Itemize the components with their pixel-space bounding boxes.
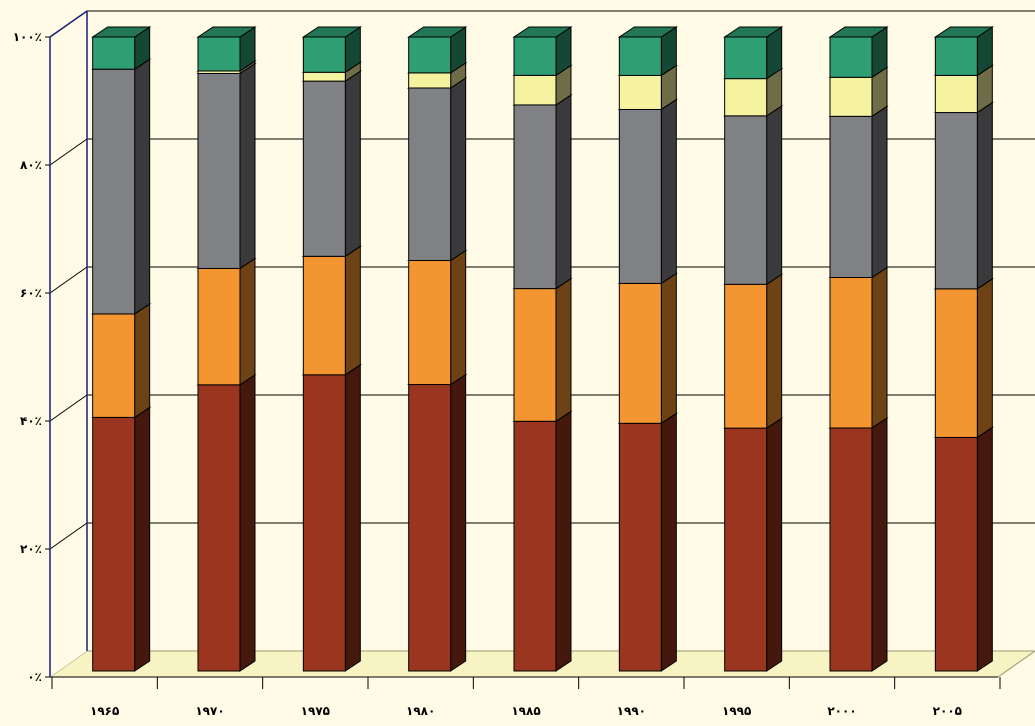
- gridline-depth: [49, 266, 88, 294]
- bar-segment: [723, 273, 784, 430]
- bar-segment: [196, 26, 257, 72]
- bar-segment: [723, 104, 784, 286]
- bar-segment: [723, 26, 784, 80]
- x-tick-label: ۱۹۶۵: [90, 704, 119, 718]
- bar-segment: [828, 26, 889, 79]
- y-tick-label: ۸۰٪: [20, 158, 42, 172]
- bar-segment: [407, 77, 468, 262]
- bar-segment: [723, 417, 784, 672]
- bar-segment: [617, 26, 678, 77]
- bar-segment: [512, 410, 573, 672]
- x-tick-label: ۲۰۰۵: [933, 704, 962, 718]
- bar-segment: [933, 26, 994, 77]
- bar-segment: [828, 266, 889, 429]
- bar-segment: [91, 406, 152, 672]
- bar-segment: [828, 417, 889, 672]
- bar-segment: [512, 26, 573, 77]
- bar-segment: [301, 363, 362, 672]
- bar-segment: [91, 58, 152, 315]
- x-tick-label: ۱۹۷۵: [301, 704, 330, 718]
- bar-segment: [301, 245, 362, 376]
- bar-segment: [407, 26, 468, 74]
- x-tick-label: ۱۹۹۵: [722, 704, 751, 718]
- bar-segment: [617, 98, 678, 285]
- x-tick-label: ۱۹۹۰: [617, 704, 646, 718]
- bar-segment: [933, 426, 994, 672]
- bar-segment: [196, 62, 257, 270]
- bar-segment: [617, 412, 678, 672]
- bar-segment: [196, 373, 257, 672]
- bar-segment: [301, 70, 362, 258]
- gridline-depth: [49, 394, 88, 422]
- bar-segment: [828, 105, 889, 279]
- y-tick-label: ۱۰۰٪: [13, 30, 42, 44]
- bar-segment: [407, 249, 468, 386]
- bar-segment: [512, 93, 573, 290]
- x-tick-label: ۱۹۷۰: [195, 704, 224, 718]
- bar-segment: [617, 272, 678, 425]
- gridline-depth: [49, 522, 88, 550]
- x-tick-label: ۱۹۸۰: [406, 704, 435, 718]
- x-tick-label: ۲۰۰۰: [827, 704, 856, 718]
- bar-segment: [196, 257, 257, 386]
- bar-segment: [933, 277, 994, 439]
- bar-segment: [301, 26, 362, 74]
- bar-segment: [512, 277, 573, 423]
- y-tick-label: ۲۰٪: [20, 542, 42, 556]
- wall-top-edge: [49, 10, 88, 38]
- bar-segment: [933, 101, 994, 290]
- bar-segment: [91, 303, 152, 419]
- y-tick-label: ۶۰٪: [20, 286, 42, 300]
- x-tick-label: ۱۹۸۵: [511, 704, 540, 718]
- y-tick-label: ۰٪: [27, 670, 42, 684]
- chart-side-wall: [50, 11, 87, 677]
- gridline-depth: [49, 138, 88, 166]
- bar-segment: [407, 373, 468, 672]
- bar-segment: [91, 26, 152, 71]
- y-tick-label: ۴۰٪: [20, 414, 42, 428]
